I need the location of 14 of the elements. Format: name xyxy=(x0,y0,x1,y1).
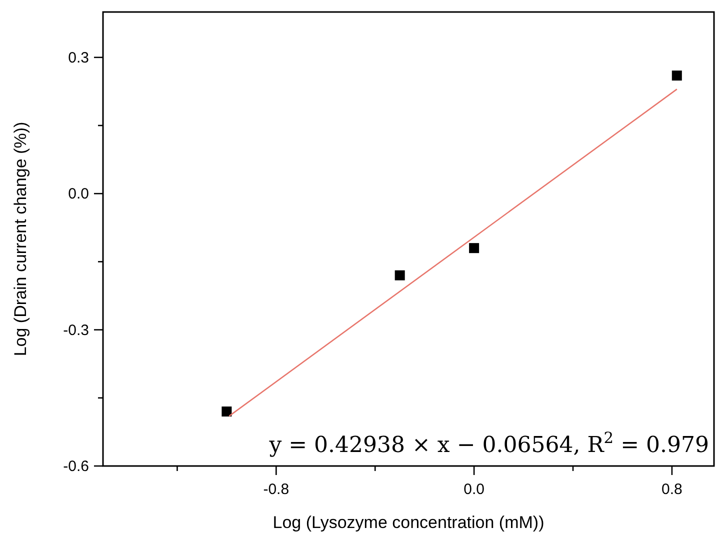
x-tick-label: 0.0 xyxy=(464,481,484,498)
point xyxy=(222,406,232,417)
annotation: y = 0.42938 × x − 0.06564, R$^{2}$ = 0.979 xyxy=(268,429,709,458)
x-tick-label: -0.8 xyxy=(263,481,290,498)
y-axis-title: Log (Drain current change (%)) xyxy=(11,122,30,356)
y-tick-label: 0.3 xyxy=(68,49,89,66)
y-tick-label: 0.0 xyxy=(68,186,89,203)
point xyxy=(469,243,480,254)
y-tick-label: -0.3 xyxy=(63,322,89,339)
x-tick-label: 0.8 xyxy=(662,481,682,498)
point xyxy=(672,70,682,81)
point xyxy=(394,270,405,280)
x-axis-title: Log (Lysozyme concentration (mM)) xyxy=(272,513,544,532)
y-tick-label: -0.6 xyxy=(63,458,89,475)
